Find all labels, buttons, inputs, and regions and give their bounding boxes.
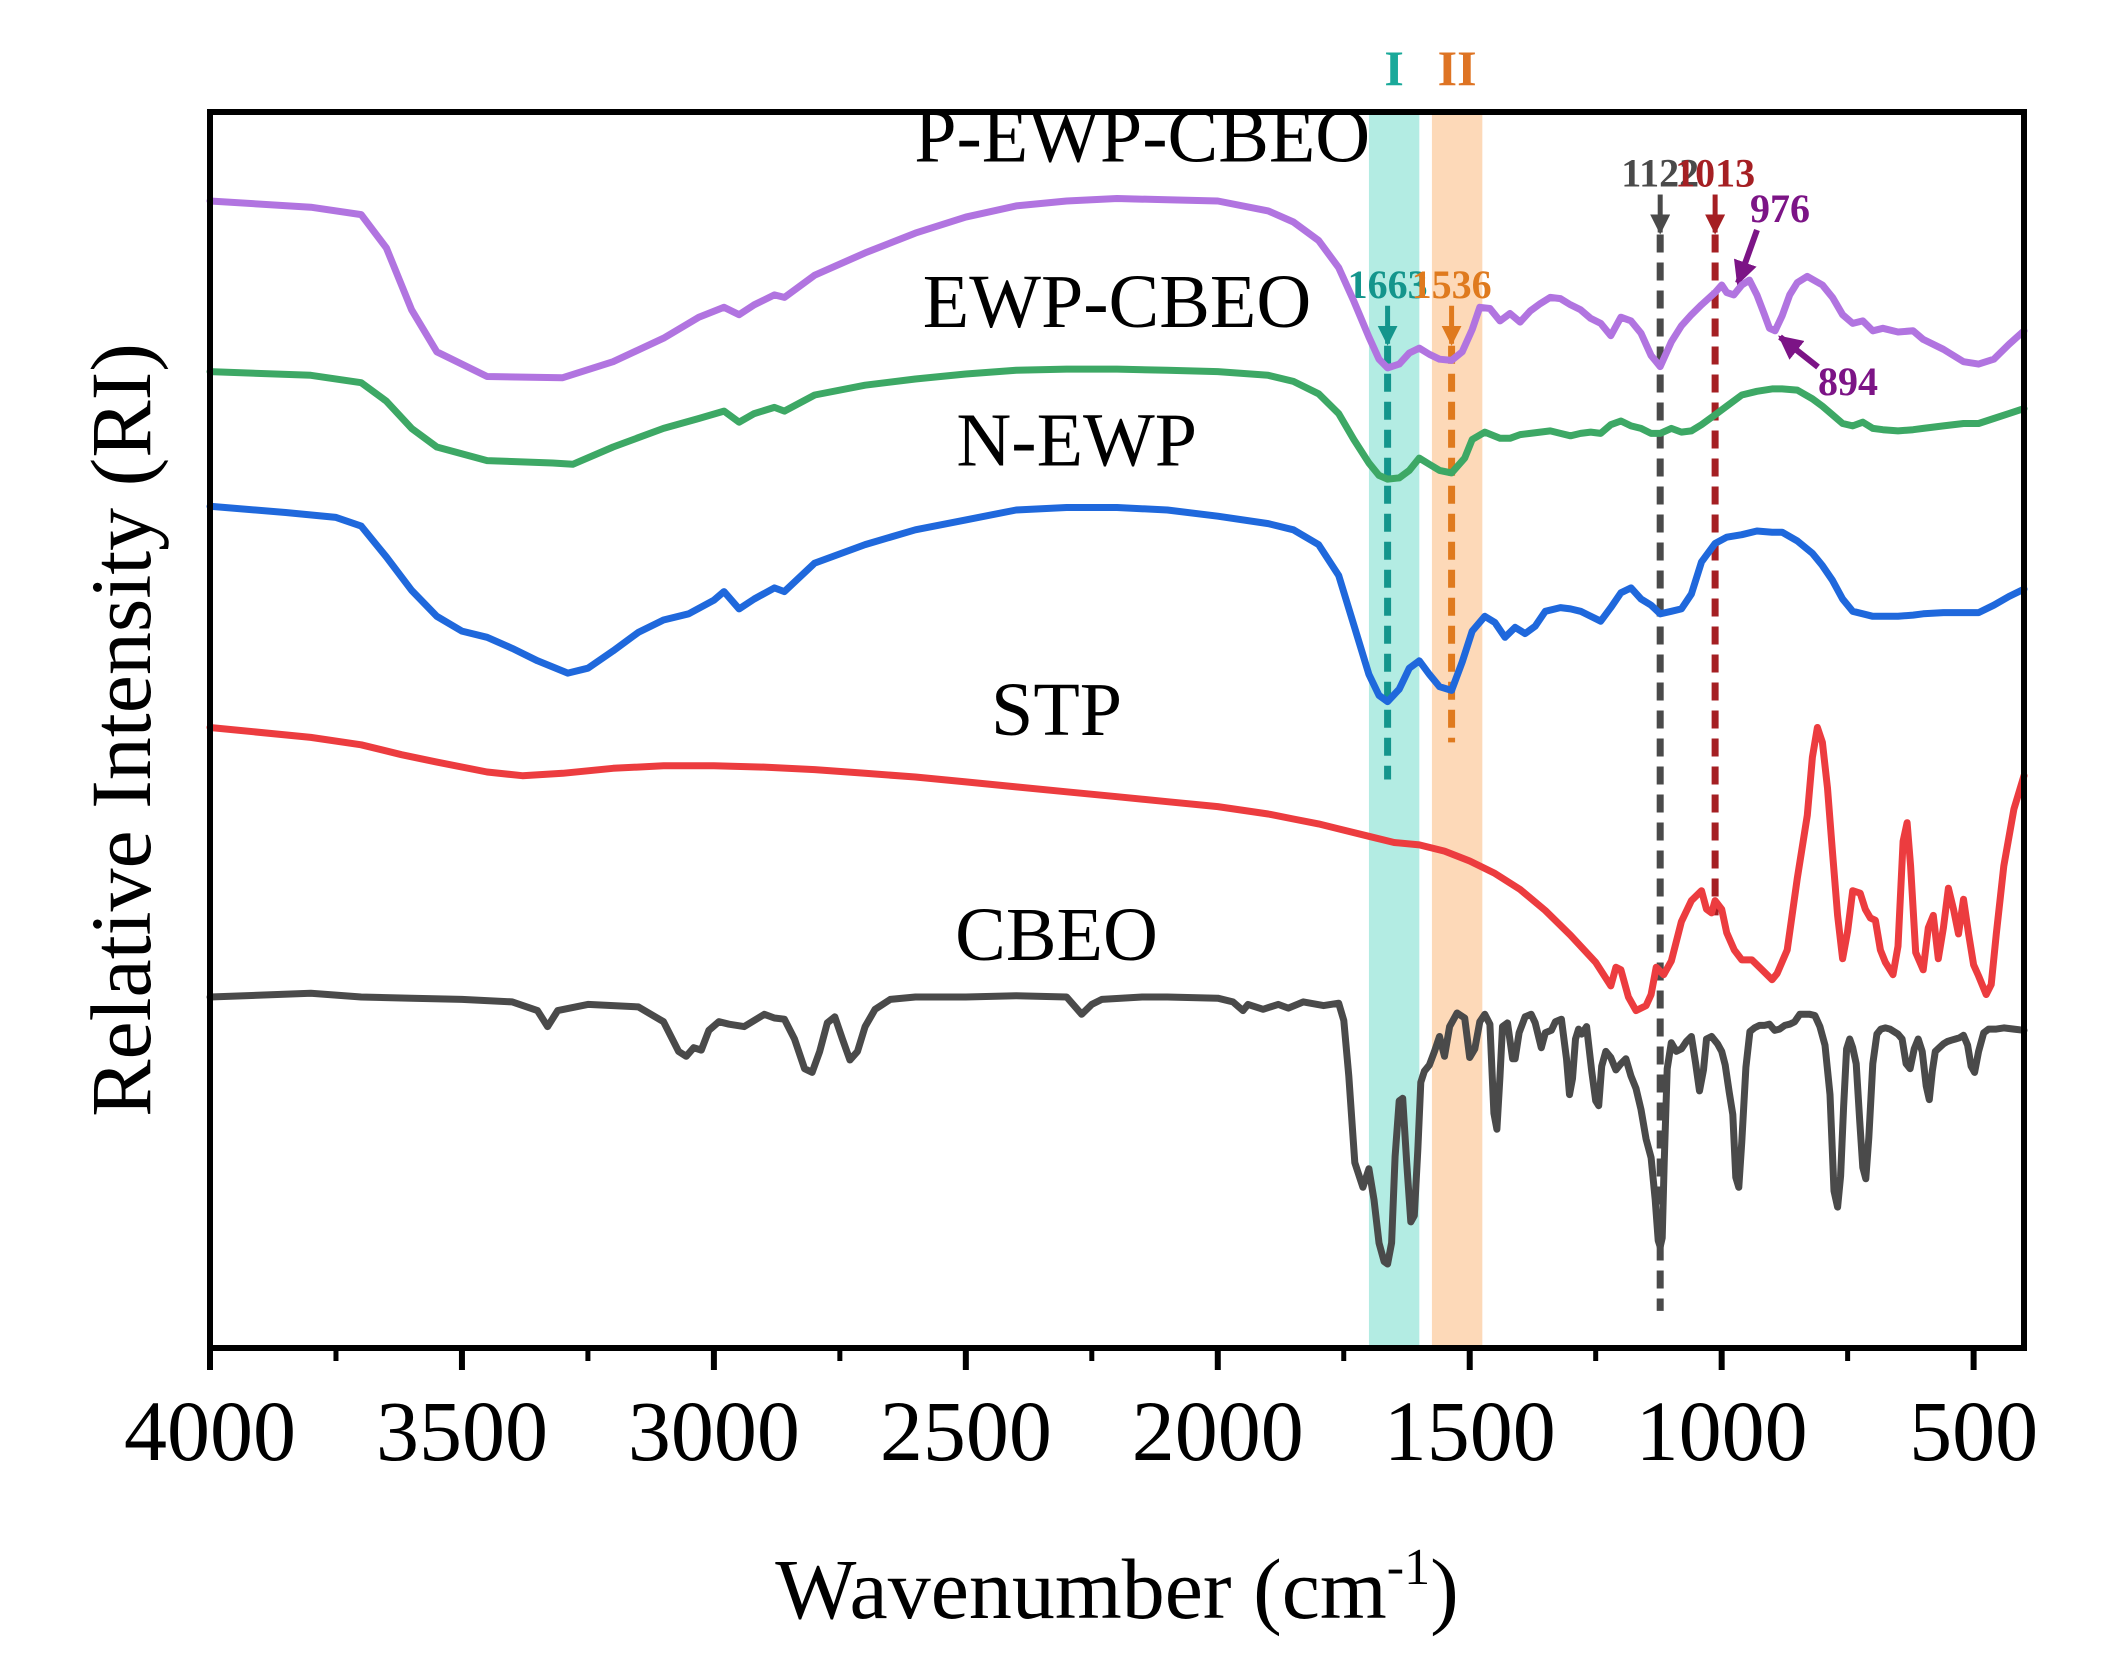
series-label-cbeo: CBEO [955, 893, 1158, 977]
marker-label-976: 976 [1750, 186, 1810, 231]
band-label-1: I [1384, 40, 1403, 96]
series-line-n-ewp [206, 502, 2028, 706]
x-axis: 4000 3500 3000 2500 2000 1500 1000 500 [124, 1348, 2038, 1479]
x-tick-label-500: 500 [1909, 1383, 2038, 1479]
x-axis-label: Wavenumber (cm-1) [775, 1539, 1459, 1637]
series-label-ewp-cbeo: EWP-CBEO [923, 260, 1311, 344]
plot-frame [207, 109, 2027, 1351]
marker-label-1663: 1663 [1348, 262, 1428, 307]
series-line-stp [206, 724, 2028, 1015]
marker-label-1013: 1013 [1675, 151, 1755, 196]
x-tick-label-3500: 3500 [376, 1383, 548, 1479]
x-tick-label-1500: 1500 [1384, 1383, 1556, 1479]
series-line-cbeo [206, 989, 2028, 1268]
x-tick-label-2000: 2000 [1132, 1383, 1304, 1479]
series-line-ewp-cbeo [206, 365, 2028, 483]
series-label-n-ewp: N-EWP [956, 398, 1197, 482]
series-layer: P-EWP-CBEO EWP-CBEO N-EWP STP CBEO [206, 94, 2028, 1268]
marker-arrow-976 [1733, 228, 1760, 286]
x-tick-label-4000: 4000 [124, 1383, 296, 1479]
series-label-p-ewp-cbeo: P-EWP-CBEO [914, 94, 1370, 178]
x-tick-label-3000: 3000 [628, 1383, 800, 1479]
series-label-stp: STP [991, 668, 1122, 752]
marker-label-894: 894 [1818, 359, 1878, 404]
marker-label-1536: 1536 [1412, 262, 1492, 307]
series-line-p-ewp-cbeo [206, 195, 2028, 382]
y-axis-label: Relative Intensity (RI) [73, 343, 169, 1117]
x-tick-label-1000: 1000 [1636, 1383, 1808, 1479]
band-label-2: II [1438, 40, 1477, 96]
marker-label-1122: 1122 [1621, 151, 1699, 196]
x-tick-label-2500: 2500 [880, 1383, 1052, 1479]
marker-arrow-894 [1778, 334, 1820, 370]
